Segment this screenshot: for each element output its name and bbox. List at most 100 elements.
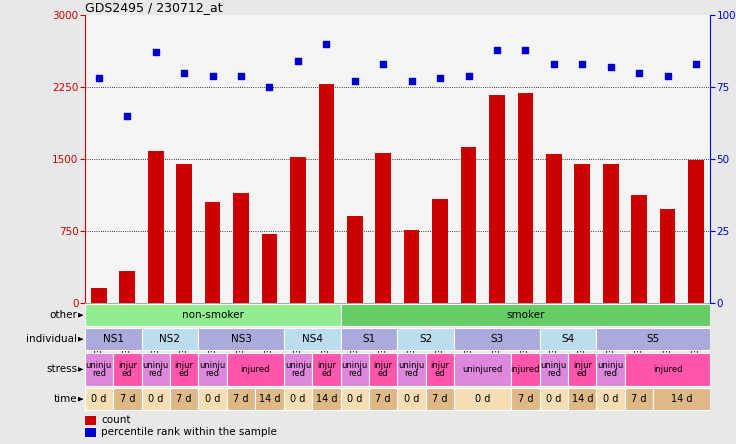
Bar: [575, 164, 590, 303]
Bar: [113, 353, 141, 386]
Point: [320, 40, 332, 48]
Bar: [319, 84, 334, 303]
Bar: [341, 353, 369, 386]
Text: injured: injured: [511, 365, 540, 374]
Bar: [283, 388, 312, 410]
Text: uninjured: uninjured: [463, 365, 503, 374]
Bar: [404, 230, 420, 303]
Text: injur
ed: injur ed: [573, 361, 592, 378]
Text: injur
ed: injur ed: [431, 361, 450, 378]
Bar: [85, 353, 113, 386]
Bar: [170, 353, 199, 386]
Bar: [596, 388, 625, 410]
Bar: [312, 388, 341, 410]
Bar: [85, 416, 96, 425]
Bar: [426, 353, 454, 386]
Text: 0 d: 0 d: [347, 394, 362, 404]
Text: NS3: NS3: [230, 334, 252, 344]
Bar: [283, 329, 341, 350]
Text: 7 d: 7 d: [233, 394, 249, 404]
Text: uninju
red: uninju red: [398, 361, 425, 378]
Text: S3: S3: [490, 334, 503, 344]
Bar: [141, 388, 170, 410]
Bar: [625, 353, 710, 386]
Point: [633, 69, 645, 76]
Bar: [654, 388, 710, 410]
Point: [349, 78, 361, 85]
Point: [378, 60, 389, 67]
Bar: [397, 329, 454, 350]
Point: [292, 58, 304, 65]
Point: [662, 72, 673, 79]
Bar: [199, 353, 227, 386]
Point: [576, 60, 588, 67]
Bar: [85, 305, 341, 326]
Text: injur
ed: injur ed: [374, 361, 393, 378]
Bar: [539, 353, 568, 386]
Text: 0 d: 0 d: [546, 394, 562, 404]
Bar: [454, 388, 512, 410]
Bar: [369, 353, 397, 386]
Bar: [397, 353, 426, 386]
Bar: [141, 329, 199, 350]
Point: [520, 46, 531, 53]
Text: 7 d: 7 d: [631, 394, 647, 404]
Bar: [454, 353, 512, 386]
Point: [463, 72, 475, 79]
Bar: [375, 153, 391, 303]
Bar: [341, 329, 397, 350]
Text: injur
ed: injur ed: [317, 361, 336, 378]
Bar: [546, 154, 562, 303]
Point: [690, 60, 702, 67]
Bar: [426, 388, 454, 410]
Point: [150, 49, 162, 56]
Bar: [312, 353, 341, 386]
Bar: [199, 388, 227, 410]
Text: individual: individual: [26, 334, 77, 344]
Point: [434, 75, 446, 82]
Text: 0 d: 0 d: [603, 394, 618, 404]
Text: uninju
red: uninju red: [285, 361, 311, 378]
Text: injur
ed: injur ed: [118, 361, 137, 378]
Text: uninju
red: uninju red: [143, 361, 169, 378]
Bar: [568, 388, 596, 410]
Text: injur
ed: injur ed: [174, 361, 194, 378]
Text: 0 d: 0 d: [148, 394, 163, 404]
Bar: [369, 388, 397, 410]
Text: 14 d: 14 d: [671, 394, 693, 404]
Point: [121, 112, 133, 119]
Text: 7 d: 7 d: [432, 394, 447, 404]
Point: [178, 69, 190, 76]
Text: NS1: NS1: [102, 334, 124, 344]
Bar: [262, 234, 277, 303]
Bar: [141, 353, 170, 386]
Text: 0 d: 0 d: [290, 394, 305, 404]
Bar: [596, 353, 625, 386]
Text: 7 d: 7 d: [177, 394, 192, 404]
Bar: [177, 164, 192, 303]
Bar: [113, 388, 141, 410]
Bar: [170, 388, 199, 410]
Bar: [512, 353, 539, 386]
Bar: [596, 329, 710, 350]
Bar: [625, 388, 654, 410]
Text: NS2: NS2: [160, 334, 180, 344]
Text: injured: injured: [653, 365, 682, 374]
Bar: [85, 428, 96, 437]
Point: [93, 75, 105, 82]
Text: uninju
red: uninju red: [541, 361, 567, 378]
Bar: [539, 388, 568, 410]
Bar: [290, 157, 305, 303]
Point: [605, 63, 617, 71]
Text: time: time: [54, 394, 77, 404]
Bar: [397, 388, 426, 410]
Bar: [283, 353, 312, 386]
Text: non-smoker: non-smoker: [182, 310, 244, 320]
Text: 0 d: 0 d: [91, 394, 107, 404]
Bar: [233, 193, 249, 303]
Bar: [199, 329, 283, 350]
Point: [406, 78, 417, 85]
Bar: [631, 195, 647, 303]
Bar: [341, 305, 710, 326]
Bar: [489, 95, 505, 303]
